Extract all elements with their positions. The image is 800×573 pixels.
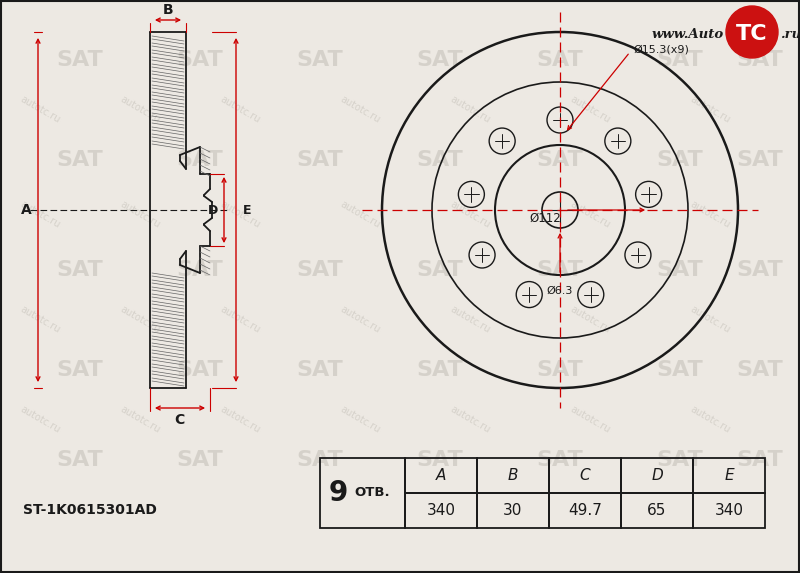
Text: ST-1K0615301AD: ST-1K0615301AD [23,503,157,517]
Text: A: A [436,468,446,483]
Bar [693,458,765,493]
Text: 9: 9 [328,479,348,507]
Text: autotc.ru: autotc.ru [338,405,382,435]
Text: SAT: SAT [177,150,223,170]
Bar [320,458,405,528]
Text: SAT: SAT [737,450,783,470]
Bar [477,458,549,493]
Text: autotc.ru: autotc.ru [338,199,382,230]
Circle shape [726,6,778,58]
Text: autotc.ru: autotc.ru [568,95,612,125]
Text: 30: 30 [503,503,522,518]
Text: SAT: SAT [417,450,463,470]
Text: C: C [580,468,590,483]
Text: SAT: SAT [537,360,583,380]
Text: SAT: SAT [657,150,703,170]
Text: SAT: SAT [417,260,463,280]
Text: SAT: SAT [177,260,223,280]
Text: autotc.ru: autotc.ru [338,304,382,335]
Text: SAT: SAT [177,360,223,380]
Text: SAT: SAT [177,450,223,470]
Bar [549,458,621,493]
Text: autotc.ru: autotc.ru [688,304,732,335]
Text: SAT: SAT [417,50,463,70]
Text: SAT: SAT [297,360,343,380]
Text: Ø6.3: Ø6.3 [547,286,573,296]
Text: SAT: SAT [537,450,583,470]
Text: Ø112: Ø112 [529,211,561,225]
Text: SAT: SAT [57,450,103,470]
Text: SAT: SAT [297,50,343,70]
Text: autotc.ru: autotc.ru [18,199,62,230]
Text: SAT: SAT [57,50,103,70]
Text: autotc.ru: autotc.ru [568,199,612,230]
Text: SAT: SAT [177,50,223,70]
Text: autotc.ru: autotc.ru [448,95,492,125]
Text: D: D [208,203,218,217]
Text: autotc.ru: autotc.ru [688,95,732,125]
Text: autotc.ru: autotc.ru [218,199,262,230]
Bar [477,493,549,528]
Text: autotc.ru: autotc.ru [218,304,262,335]
Text: autotc.ru: autotc.ru [118,95,162,125]
Text: SAT: SAT [297,260,343,280]
Text: SAT: SAT [657,50,703,70]
Text: C: C [174,413,184,427]
Text: SAT: SAT [57,360,103,380]
Text: SAT: SAT [57,150,103,170]
Text: autotc.ru: autotc.ru [688,405,732,435]
Text: autotc.ru: autotc.ru [118,405,162,435]
Text: TC: TC [736,24,768,44]
Text: SAT: SAT [297,150,343,170]
Text: SAT: SAT [417,150,463,170]
Text: E: E [724,468,734,483]
Text: SAT: SAT [537,260,583,280]
Text: autotc.ru: autotc.ru [118,304,162,335]
Text: autotc.ru: autotc.ru [118,199,162,230]
Text: B: B [162,3,174,17]
Text: SAT: SAT [657,450,703,470]
Text: SAT: SAT [537,50,583,70]
Text: .ru: .ru [780,28,800,41]
Text: SAT: SAT [657,260,703,280]
Bar [405,493,477,528]
Text: autotc.ru: autotc.ru [18,405,62,435]
Text: SAT: SAT [297,450,343,470]
Text: autotc.ru: autotc.ru [448,199,492,230]
Text: B: B [508,468,518,483]
Text: autotc.ru: autotc.ru [218,405,262,435]
Text: SAT: SAT [737,50,783,70]
Text: D: D [651,468,663,483]
Text: autotc.ru: autotc.ru [448,405,492,435]
Text: autotc.ru: autotc.ru [338,95,382,125]
Bar [549,493,621,528]
Text: ОТВ.: ОТВ. [354,486,390,500]
Text: autotc.ru: autotc.ru [218,95,262,125]
Text: autotc.ru: autotc.ru [568,405,612,435]
Text: autotc.ru: autotc.ru [568,304,612,335]
Text: autotc.ru: autotc.ru [448,304,492,335]
Text: autotc.ru: autotc.ru [18,304,62,335]
Text: SAT: SAT [417,360,463,380]
Text: SAT: SAT [737,150,783,170]
Text: E: E [243,203,251,217]
Bar [693,493,765,528]
Text: SAT: SAT [537,150,583,170]
Text: SAT: SAT [737,360,783,380]
Text: 49.7: 49.7 [568,503,602,518]
Text: www.Auto: www.Auto [652,28,724,41]
Bar [621,458,693,493]
Text: SAT: SAT [657,360,703,380]
Text: 65: 65 [647,503,666,518]
Bar [621,493,693,528]
Text: Ø15.3(x9): Ø15.3(x9) [633,44,689,54]
Text: autotc.ru: autotc.ru [18,95,62,125]
Text: A: A [21,203,31,217]
Text: SAT: SAT [57,260,103,280]
Bar [405,458,477,493]
Text: 340: 340 [714,503,743,518]
Text: SAT: SAT [737,260,783,280]
Text: 340: 340 [426,503,455,518]
Text: autotc.ru: autotc.ru [688,199,732,230]
